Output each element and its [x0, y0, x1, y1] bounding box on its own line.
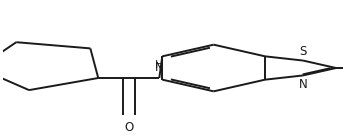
Text: N: N — [299, 78, 307, 91]
Text: S: S — [299, 45, 307, 58]
Text: O: O — [124, 121, 134, 134]
Text: H: H — [155, 60, 163, 70]
Text: N: N — [155, 61, 164, 74]
